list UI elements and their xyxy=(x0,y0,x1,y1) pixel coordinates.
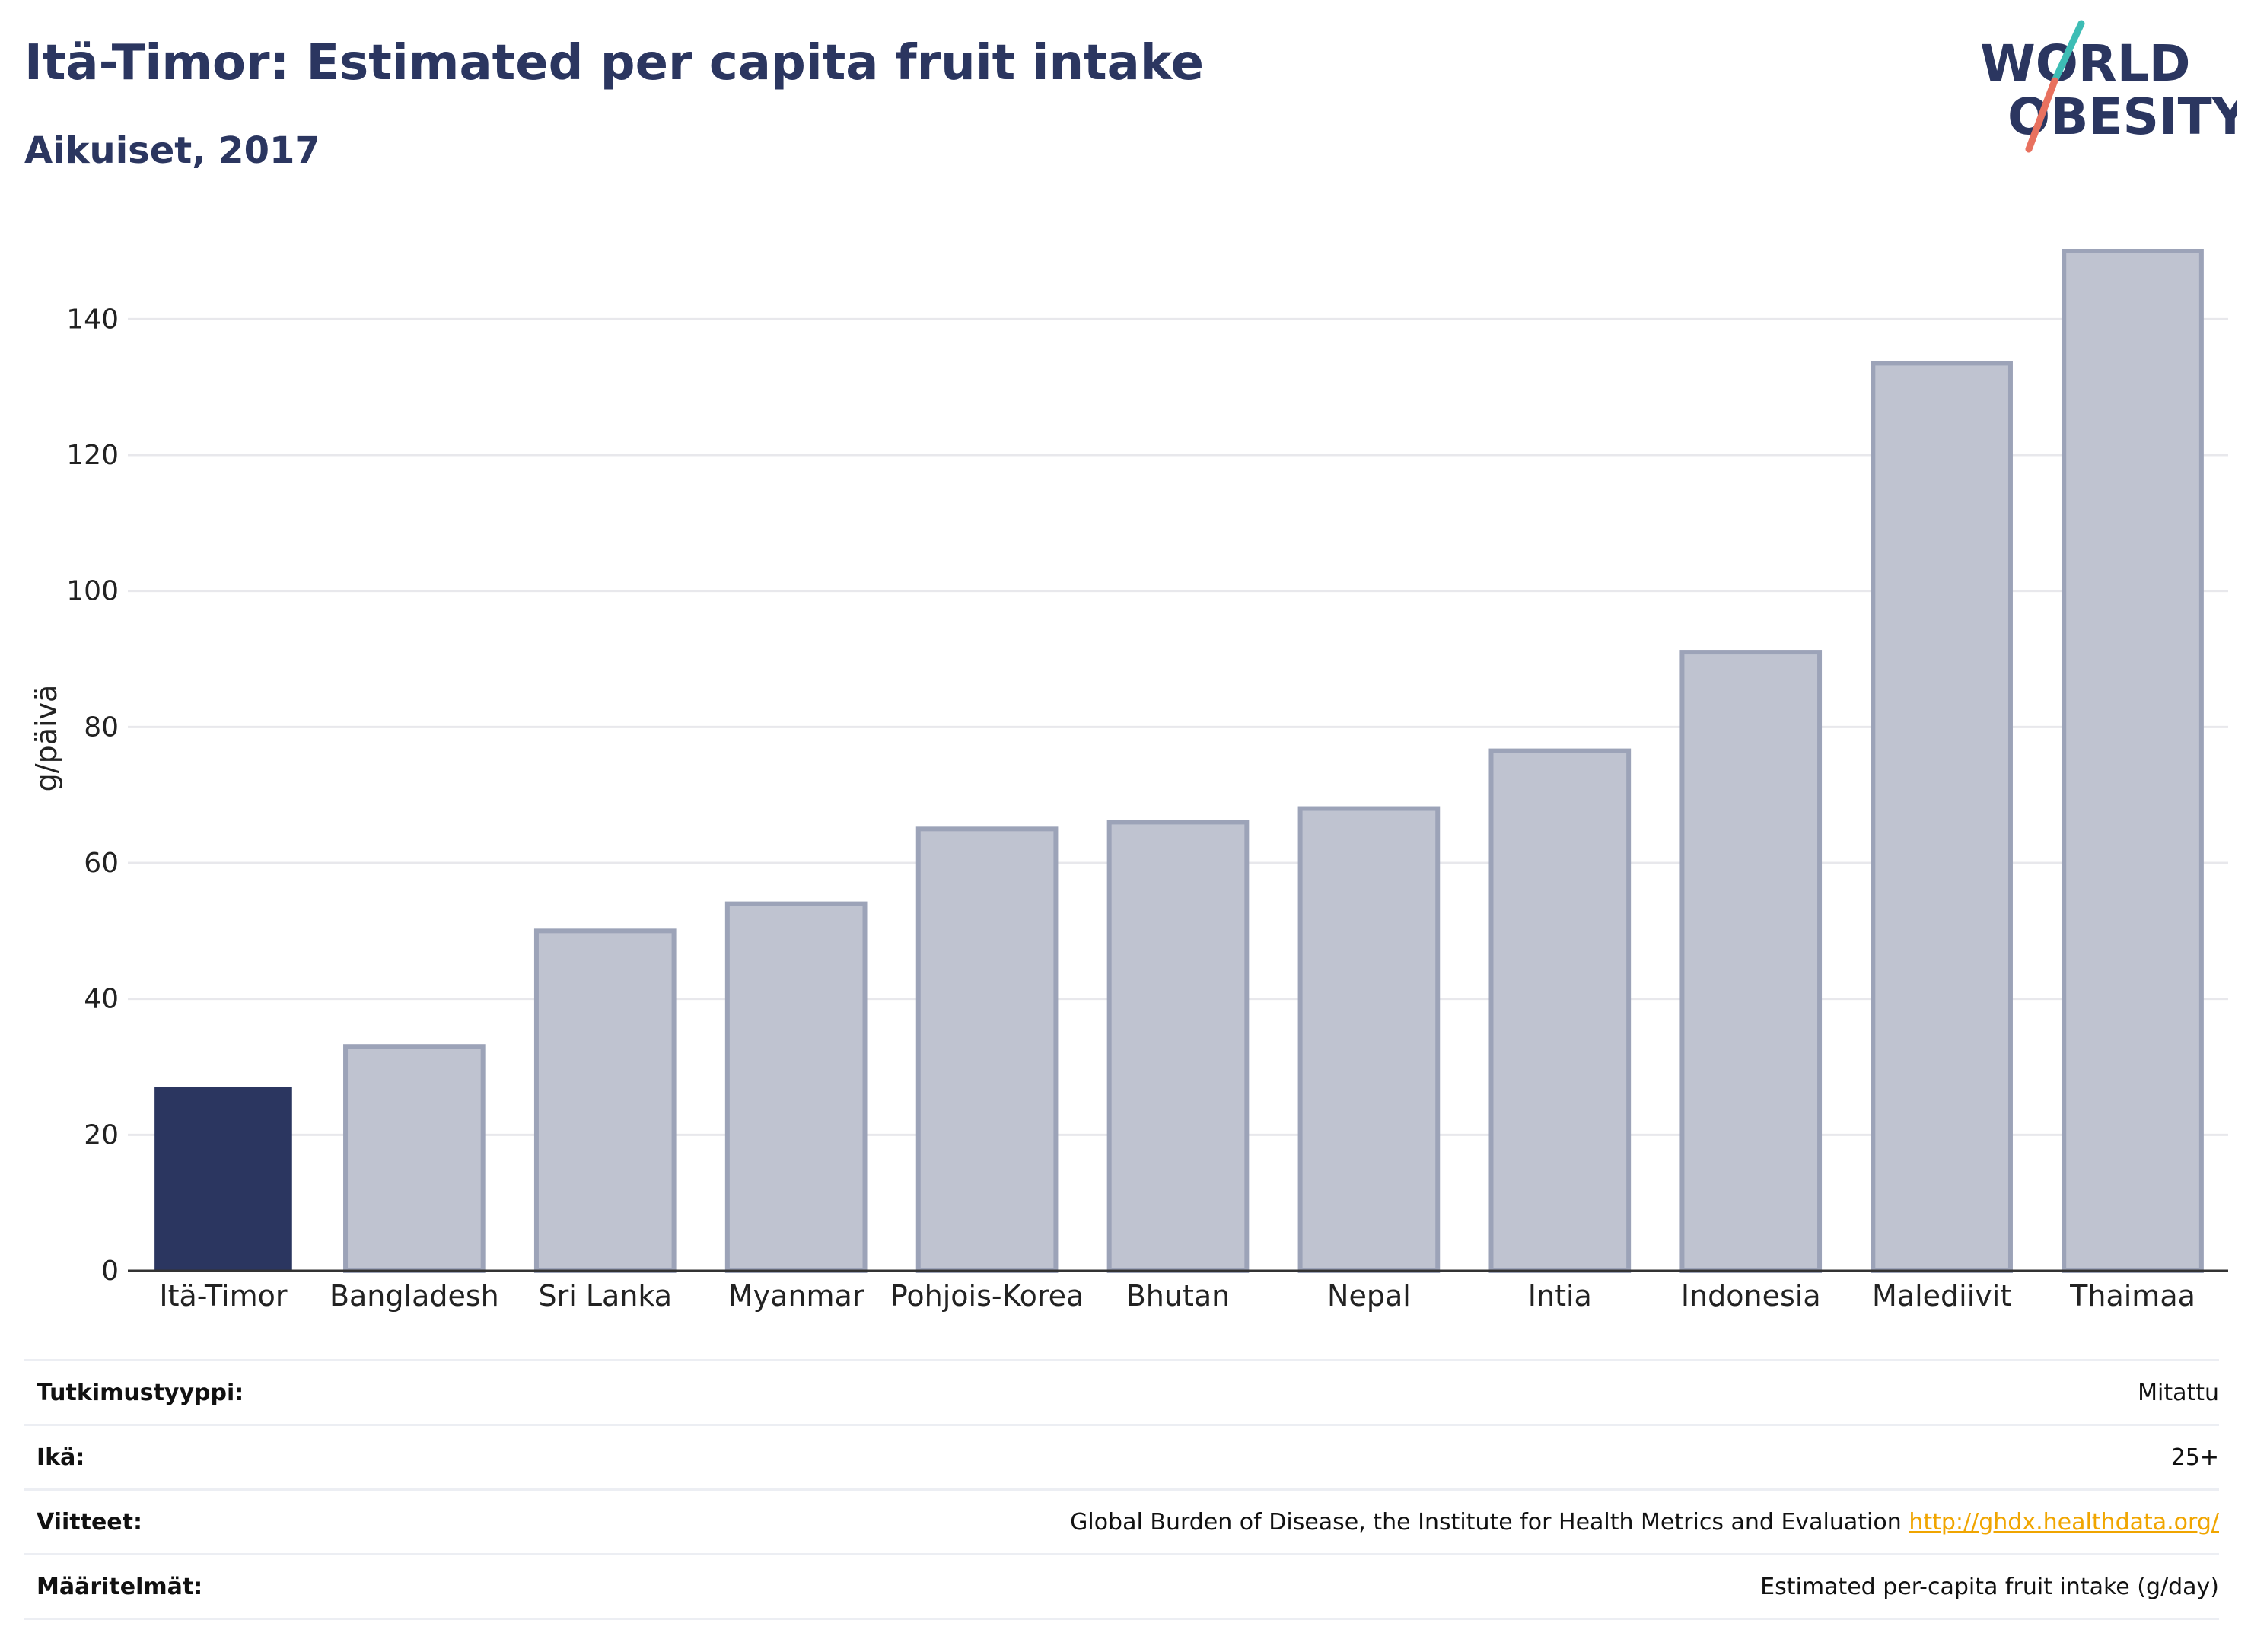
x-tick-label: Nepal xyxy=(1327,1279,1411,1313)
y-tick-label: 120 xyxy=(66,440,119,471)
logo-slash-red-icon xyxy=(2025,77,2058,153)
meta-value: Mitattu xyxy=(2138,1379,2219,1406)
x-tick-label: Sri Lanka xyxy=(538,1279,672,1313)
meta-row-age: Ikä: 25+ xyxy=(24,1424,2219,1488)
x-tick-label: Bangladesh xyxy=(330,1279,499,1313)
y-tick-label: 60 xyxy=(84,848,119,879)
x-tick-label: Myanmar xyxy=(728,1279,864,1313)
x-tick-label: Bhutan xyxy=(1126,1279,1231,1313)
y-tick-label: 0 xyxy=(101,1256,119,1287)
bar-sri-lanka xyxy=(533,928,677,1273)
metadata-table: Tutkimustyyppi: Mitattu Ikä: 25+ Viittee… xyxy=(24,1359,2219,1620)
meta-value: Global Burden of Disease, the Institute … xyxy=(1070,1509,2219,1536)
meta-key: Tutkimustyyppi: xyxy=(37,1379,244,1406)
x-tick-label: Indonesia xyxy=(1681,1279,1821,1313)
y-axis-title: g/päivä xyxy=(30,685,63,792)
meta-key: Määritelmät: xyxy=(37,1573,203,1600)
x-tick-label: Itä-Timor xyxy=(159,1279,287,1313)
y-tick-label: 40 xyxy=(84,984,119,1015)
bar-nepal xyxy=(1297,806,1441,1273)
meta-value: 25+ xyxy=(2170,1444,2219,1471)
meta-row-references: Viitteet: Global Burden of Disease, the … xyxy=(24,1488,2219,1553)
bar-bhutan xyxy=(1106,820,1250,1273)
reference-text: Global Burden of Disease, the Institute … xyxy=(1070,1508,1902,1536)
bar-intia xyxy=(1488,748,1632,1273)
meta-row-study-type: Tutkimustyyppi: Mitattu xyxy=(24,1359,2219,1424)
page-subtitle: Aikuiset, 2017 xyxy=(24,129,320,172)
meta-key: Viitteet: xyxy=(37,1508,142,1536)
world-obesity-logo: WORLD OBESITY xyxy=(1980,20,2237,153)
x-tick-label: Thaimaa xyxy=(2069,1279,2195,1313)
logo-line1: WORLD xyxy=(1980,34,2191,93)
meta-row-definitions: Määritelmät: Estimated per-capita fruit … xyxy=(24,1553,2219,1620)
bar-chart: 0 20 40 60 80 100 120 140 Itä-Timor Bangladesh Sri… xyxy=(30,249,2228,1313)
meta-value: Estimated per-capita fruit intake (g/day… xyxy=(1760,1573,2219,1600)
bar-it-timor xyxy=(154,1087,292,1271)
y-tick-label: 100 xyxy=(66,576,119,607)
meta-key: Ikä: xyxy=(37,1444,85,1471)
logo-slash-teal-icon xyxy=(2051,20,2085,84)
bar-myanmar xyxy=(724,901,868,1273)
axes: 0 20 40 60 80 100 120 140 Itä-Timor Bangladesh Sri… xyxy=(66,304,2228,1313)
y-tick-label: 20 xyxy=(84,1119,119,1151)
page-title: Itä-Timor: Estimated per capita fruit in… xyxy=(24,35,1205,91)
x-tick-label: Intia xyxy=(1528,1279,1592,1313)
bar-pohjois-korea xyxy=(915,826,1059,1273)
reference-link[interactable]: http://ghdx.healthdata.org/ xyxy=(1909,1508,2219,1536)
y-tick-label: 80 xyxy=(84,711,119,743)
bar-bangladesh xyxy=(343,1044,486,1273)
bar-indonesia xyxy=(1679,650,1823,1273)
bar-malediivit xyxy=(1871,361,2013,1273)
x-tick-label: Malediivit xyxy=(1872,1279,2011,1313)
bars xyxy=(154,249,2204,1273)
x-tick-label: Pohjois-Korea xyxy=(890,1279,1084,1313)
bar-thaimaa xyxy=(2062,249,2204,1273)
y-tick-label: 140 xyxy=(66,304,119,335)
